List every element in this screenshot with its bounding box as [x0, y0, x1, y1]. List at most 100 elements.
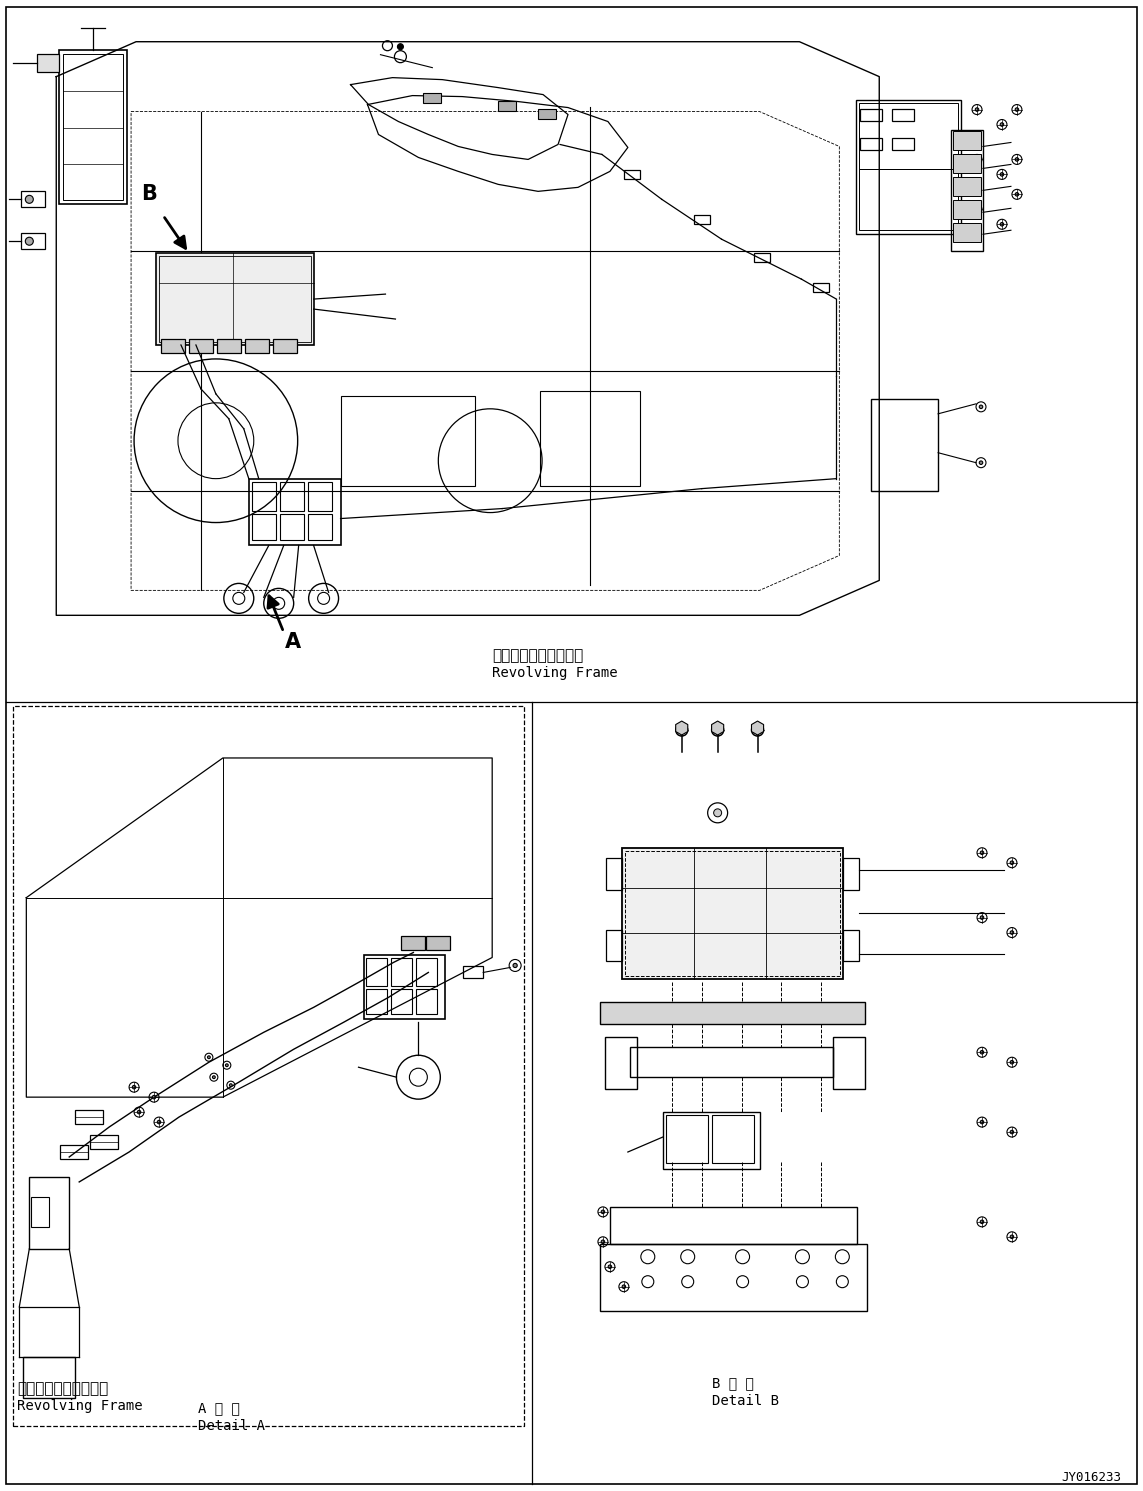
Bar [251, 482, 275, 510]
Bar [606, 857, 622, 890]
Text: A 詳 細: A 詳 細 [198, 1402, 240, 1415]
Circle shape [981, 851, 984, 854]
Circle shape [1010, 930, 1014, 935]
Bar [663, 1112, 760, 1169]
Bar [953, 200, 981, 219]
Circle shape [980, 461, 983, 464]
Text: Detail A: Detail A [198, 1419, 265, 1433]
Bar [610, 1206, 857, 1243]
Bar [630, 1047, 833, 1077]
Circle shape [975, 107, 978, 112]
Bar [61, 1145, 88, 1159]
Text: Revolving Frame: Revolving Frame [17, 1400, 143, 1413]
Bar [600, 1243, 868, 1311]
Bar [416, 959, 438, 987]
Circle shape [981, 915, 984, 920]
Circle shape [622, 1285, 625, 1288]
Bar [600, 1002, 865, 1024]
Circle shape [981, 1220, 984, 1224]
Bar [622, 848, 844, 980]
Circle shape [213, 1077, 215, 1078]
Bar [498, 100, 517, 110]
Bar [90, 1135, 118, 1150]
Bar [273, 338, 297, 353]
Circle shape [230, 1084, 232, 1087]
Bar [953, 177, 981, 197]
Bar [953, 155, 981, 173]
Text: JY016233: JY016233 [1062, 1472, 1121, 1484]
Polygon shape [712, 722, 724, 735]
Circle shape [208, 1056, 210, 1059]
Bar [844, 857, 860, 890]
Text: B: B [141, 185, 157, 204]
Circle shape [1000, 173, 1004, 176]
Bar [217, 338, 241, 353]
Circle shape [1010, 1130, 1014, 1133]
Bar [423, 92, 441, 103]
Bar [189, 338, 213, 353]
Bar [391, 990, 413, 1014]
Bar [541, 391, 640, 486]
Bar [161, 338, 185, 353]
Circle shape [975, 207, 978, 212]
Circle shape [137, 1111, 141, 1114]
Bar [251, 513, 275, 540]
Bar [753, 253, 769, 262]
Bar [23, 1357, 75, 1399]
Bar [416, 990, 438, 1014]
Bar [14, 707, 525, 1427]
Bar [861, 139, 882, 151]
Circle shape [980, 406, 983, 409]
Circle shape [1015, 158, 1018, 161]
Bar [22, 233, 46, 249]
Bar [363, 956, 446, 1020]
Bar [893, 109, 914, 121]
Bar [307, 482, 331, 510]
Text: Revolving Frame: Revolving Frame [493, 666, 618, 680]
Circle shape [713, 808, 721, 817]
Circle shape [1010, 860, 1014, 865]
Bar [391, 959, 413, 987]
Bar [31, 1197, 49, 1227]
Bar [694, 215, 710, 224]
Bar [155, 253, 313, 344]
Bar [833, 1038, 865, 1088]
Circle shape [601, 1241, 605, 1243]
Circle shape [981, 1120, 984, 1124]
Circle shape [25, 237, 33, 245]
Bar [953, 131, 981, 151]
Circle shape [1000, 222, 1004, 227]
Circle shape [981, 1051, 984, 1054]
Bar [606, 929, 622, 962]
Bar [22, 191, 46, 207]
Text: B 詳 細: B 詳 細 [712, 1376, 753, 1391]
Bar [75, 1111, 103, 1124]
Bar [249, 479, 341, 546]
Circle shape [601, 1211, 605, 1214]
Circle shape [225, 1063, 229, 1066]
Bar [860, 170, 958, 230]
Bar [871, 400, 938, 491]
Bar [951, 130, 983, 250]
Bar [426, 935, 450, 950]
Bar [159, 256, 311, 341]
Bar [844, 929, 860, 962]
Bar [280, 482, 304, 510]
Bar [856, 100, 961, 234]
Bar [665, 1115, 708, 1163]
Bar [280, 513, 304, 540]
Bar [712, 1115, 753, 1163]
Text: レボルビングフレーム: レボルビングフレーム [493, 649, 583, 663]
Circle shape [513, 963, 518, 968]
Bar [860, 103, 958, 170]
Circle shape [398, 43, 403, 49]
Circle shape [152, 1096, 155, 1099]
Circle shape [1010, 1060, 1014, 1065]
Circle shape [608, 1264, 612, 1269]
Bar [63, 54, 123, 200]
Text: A: A [285, 632, 301, 652]
Bar [38, 54, 59, 72]
Bar [30, 1176, 70, 1249]
Text: Detail B: Detail B [712, 1394, 778, 1409]
Circle shape [1015, 107, 1018, 112]
